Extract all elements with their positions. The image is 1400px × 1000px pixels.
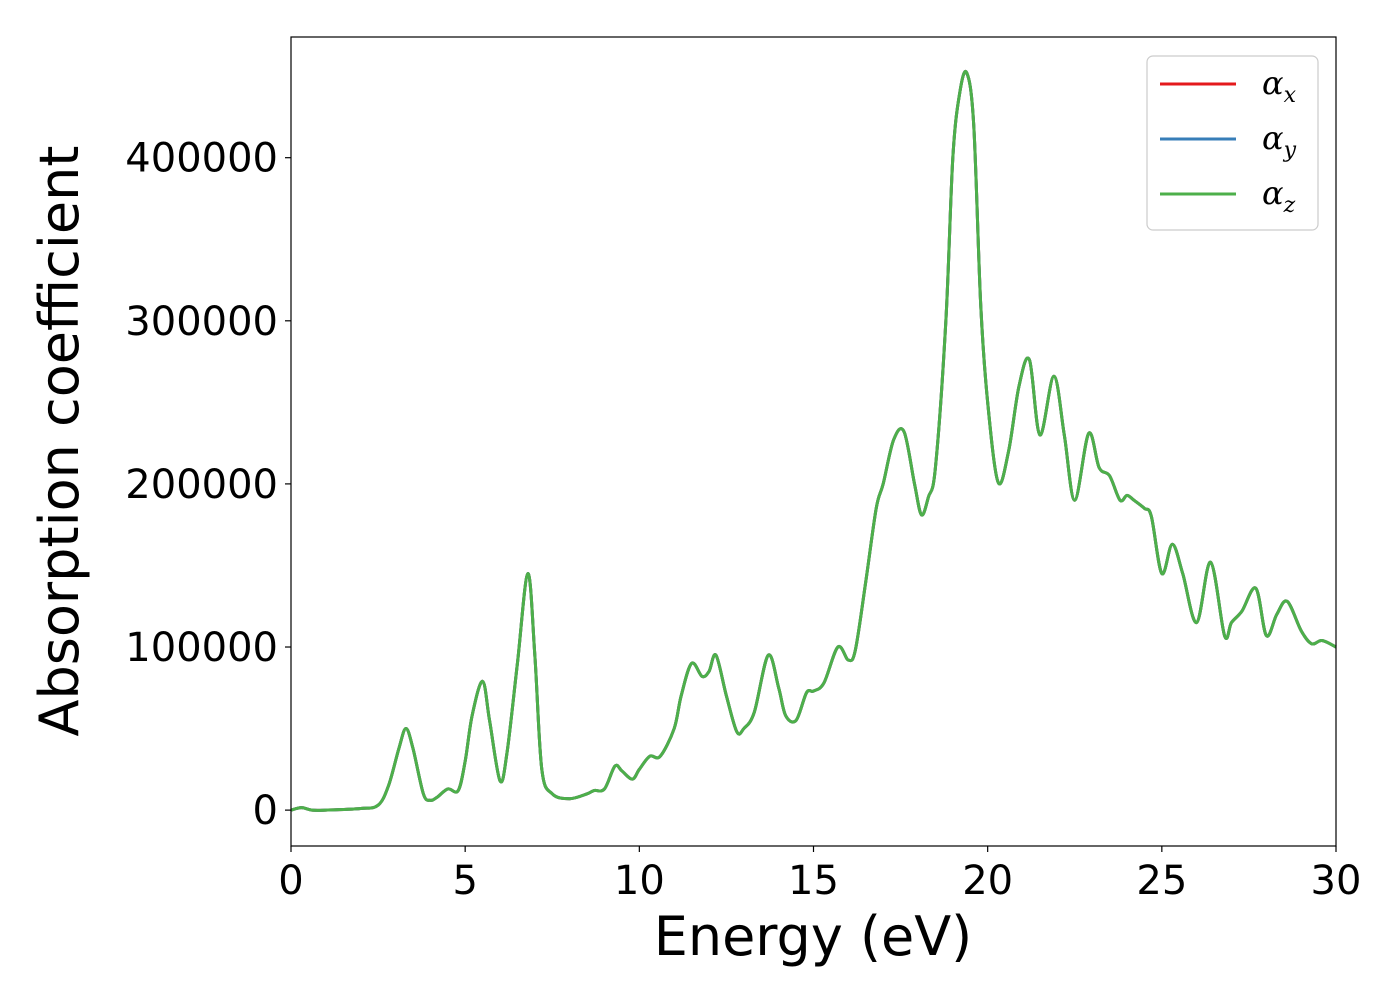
legend: αx αy αz <box>1146 55 1319 231</box>
x-ticks: 0 5 10 15 20 25 30 <box>278 846 1361 904</box>
x-tick-label: 15 <box>788 858 839 904</box>
legend-entry-y: αy <box>1160 119 1297 163</box>
x-tick-label: 20 <box>962 858 1013 904</box>
legend-entries: αx αy αz <box>1160 64 1297 218</box>
legend-entry-z: αz <box>1160 174 1296 218</box>
y-ticks: 0 100000 200000 300000 400000 <box>125 136 291 834</box>
x-tick-label: 30 <box>1311 858 1362 904</box>
x-tick-label: 25 <box>1136 858 1187 904</box>
y-axis-title: Absorption coefficient <box>28 146 91 737</box>
legend-box <box>1146 55 1319 231</box>
legend-label: αy <box>1262 119 1297 163</box>
legend-entry-x: αx <box>1160 64 1297 108</box>
x-tick-label: 5 <box>452 858 477 904</box>
y-tick-label: 400000 <box>125 136 278 182</box>
y-tick-label: 300000 <box>125 299 278 345</box>
x-axis-title: Energy (eV) <box>654 905 973 968</box>
legend-label: αx <box>1262 64 1297 108</box>
y-tick-label: 200000 <box>125 462 278 508</box>
series-line-z <box>290 70 1337 812</box>
series-layer <box>290 70 1337 812</box>
legend-label: αz <box>1262 174 1296 218</box>
x-tick-label: 0 <box>278 858 303 904</box>
x-tick-label: 10 <box>614 858 665 904</box>
y-tick-label: 100000 <box>125 625 278 671</box>
y-tick-label: 0 <box>253 788 278 834</box>
